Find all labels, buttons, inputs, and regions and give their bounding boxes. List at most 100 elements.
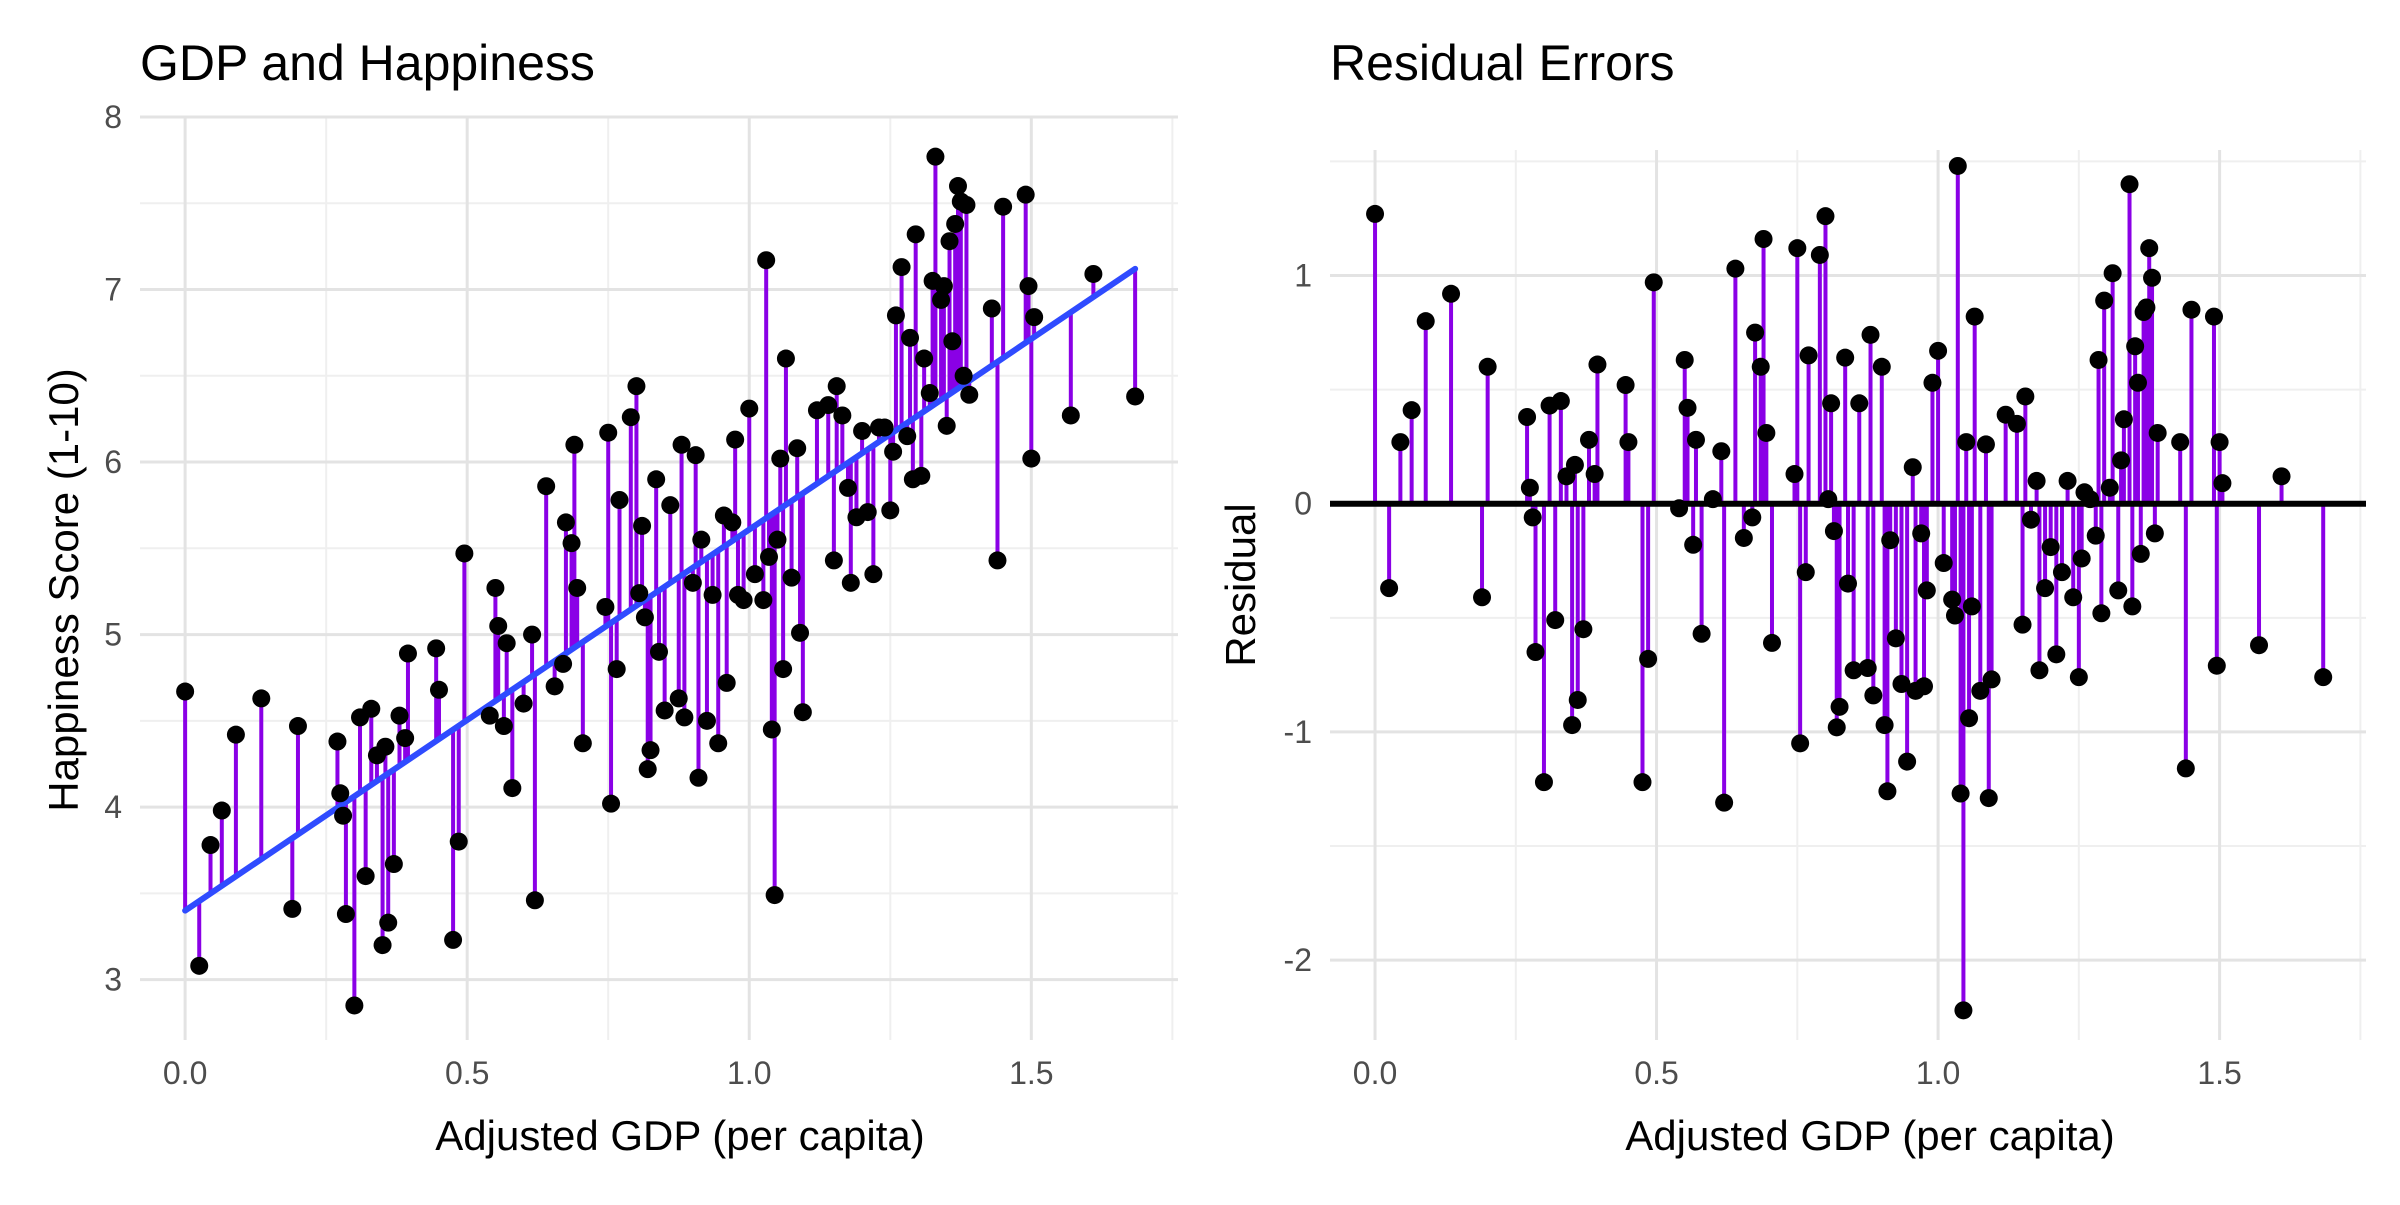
data-point bbox=[1819, 490, 1838, 509]
data-point bbox=[1917, 581, 1936, 600]
data-point bbox=[2171, 433, 2190, 452]
data-point bbox=[745, 565, 764, 584]
fit-line bbox=[182, 265, 1139, 914]
data-point bbox=[886, 306, 905, 325]
data-point bbox=[2109, 581, 2128, 600]
data-point bbox=[1726, 259, 1745, 278]
data-point bbox=[672, 435, 691, 454]
data-point bbox=[2114, 410, 2133, 429]
data-point bbox=[2047, 645, 2066, 664]
data-point bbox=[1892, 675, 1911, 693]
data-point bbox=[1858, 659, 1877, 678]
data-point bbox=[934, 277, 953, 296]
data-point bbox=[689, 768, 708, 787]
data-point bbox=[1016, 185, 1035, 204]
y-tick-label: -2 bbox=[1284, 942, 1312, 978]
data-point bbox=[937, 416, 956, 435]
data-point bbox=[1912, 524, 1931, 543]
data-point bbox=[444, 930, 463, 949]
data-point bbox=[226, 725, 245, 744]
y-tick-label: 3 bbox=[104, 962, 122, 998]
data-point bbox=[334, 806, 353, 825]
data-point bbox=[525, 891, 544, 910]
x-axis-label: Adjusted GDP (per capita) bbox=[435, 1112, 924, 1159]
data-point bbox=[1616, 376, 1635, 395]
data-point bbox=[1960, 709, 1979, 728]
data-point bbox=[2016, 387, 2035, 406]
data-point bbox=[2103, 264, 2122, 283]
x-tick-label: 1.0 bbox=[1916, 1055, 1960, 1091]
data-point bbox=[686, 446, 705, 465]
data-point bbox=[1915, 677, 1934, 696]
data-point bbox=[906, 225, 925, 244]
data-point bbox=[1878, 782, 1897, 801]
data-point bbox=[875, 418, 894, 437]
data-point bbox=[881, 501, 900, 520]
data-point bbox=[1929, 341, 1948, 360]
data-point bbox=[2030, 661, 2049, 680]
data-point bbox=[2204, 307, 2223, 326]
data-point bbox=[1580, 430, 1598, 449]
data-point bbox=[771, 449, 790, 468]
data-point bbox=[1861, 325, 1880, 344]
data-point bbox=[562, 534, 581, 553]
data-point bbox=[1743, 508, 1762, 527]
data-point bbox=[2086, 526, 2105, 545]
data-point bbox=[2123, 597, 2142, 616]
tick-labels: 0.0 0.5 1.0 1.5 -2 -1 0 1 bbox=[1284, 258, 2242, 1091]
data-point bbox=[838, 478, 857, 497]
data-point bbox=[1715, 793, 1734, 812]
data-point bbox=[2126, 337, 2145, 356]
data-point bbox=[252, 689, 271, 708]
data-point bbox=[926, 147, 945, 166]
data-point bbox=[1934, 554, 1953, 573]
data-point bbox=[486, 578, 505, 597]
data-point bbox=[627, 377, 646, 396]
data-point bbox=[1762, 633, 1781, 652]
data-point bbox=[2013, 615, 2032, 634]
y-tick-label: 1 bbox=[1294, 258, 1312, 294]
data-point bbox=[328, 732, 347, 751]
data-point bbox=[1712, 442, 1731, 461]
data-point bbox=[1976, 435, 1995, 454]
data-point bbox=[1757, 423, 1776, 442]
data-point bbox=[946, 214, 965, 233]
data-point bbox=[824, 551, 843, 570]
data-point bbox=[1957, 433, 1976, 452]
data-point bbox=[2021, 510, 2040, 529]
data-point bbox=[283, 899, 302, 918]
data-point bbox=[762, 720, 781, 739]
data-point bbox=[892, 258, 911, 277]
data-point bbox=[1875, 716, 1894, 735]
data-point bbox=[497, 634, 516, 653]
data-point bbox=[1684, 535, 1703, 554]
data-point bbox=[1692, 624, 1711, 643]
data-point bbox=[1864, 686, 1883, 705]
data-point bbox=[1751, 357, 1770, 376]
data-point bbox=[858, 503, 877, 522]
data-point bbox=[703, 585, 722, 604]
data-point bbox=[379, 913, 398, 932]
data-point bbox=[356, 867, 375, 886]
data-point bbox=[994, 197, 1013, 216]
data-point bbox=[726, 430, 745, 449]
data-point bbox=[650, 642, 668, 661]
data-point bbox=[768, 530, 787, 549]
data-point bbox=[1822, 394, 1841, 413]
data-point bbox=[853, 421, 872, 440]
data-point bbox=[1568, 690, 1587, 709]
data-point bbox=[1810, 245, 1829, 264]
data-point bbox=[455, 544, 474, 563]
data-point bbox=[568, 578, 587, 597]
data-point bbox=[1380, 579, 1399, 598]
data-point bbox=[429, 680, 448, 699]
data-point bbox=[709, 734, 728, 753]
data-point bbox=[2314, 668, 2333, 687]
data-point bbox=[1675, 350, 1694, 369]
x-tick-label: 1.5 bbox=[2197, 1055, 2241, 1091]
x-tick-label: 1.0 bbox=[727, 1055, 771, 1091]
data-point bbox=[920, 384, 939, 403]
data-point bbox=[757, 251, 776, 270]
data-point bbox=[915, 349, 934, 368]
data-point bbox=[1588, 355, 1607, 374]
